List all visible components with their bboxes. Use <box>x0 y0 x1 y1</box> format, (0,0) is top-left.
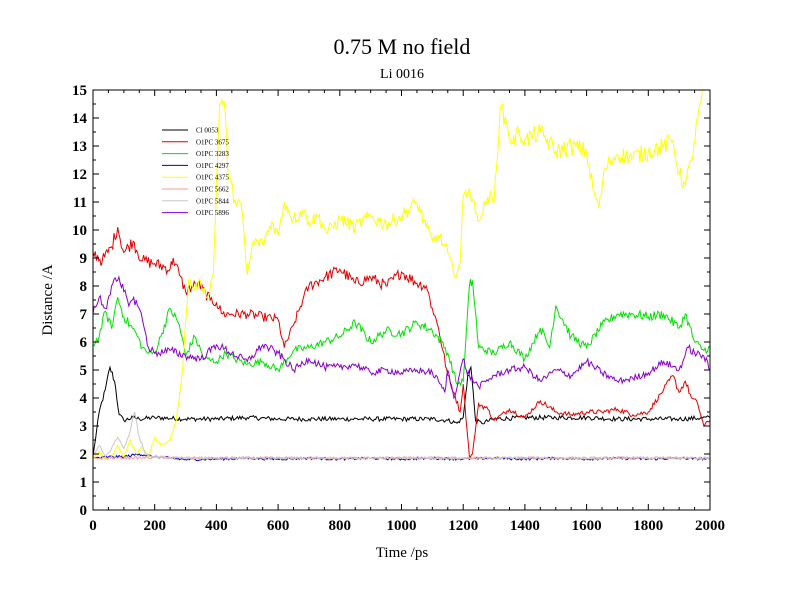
y-tick-label: 2 <box>80 447 88 463</box>
legend-label: O1PC 5844 <box>196 197 229 205</box>
legend-label: O1PC 3675 <box>196 138 229 146</box>
x-tick-label: 1400 <box>510 518 540 534</box>
y-tick-label: 3 <box>80 419 88 435</box>
y-axis-label: Distance /A <box>40 264 56 335</box>
legend-label: O1PC 4297 <box>196 162 229 170</box>
series-line-6 <box>93 411 710 461</box>
y-tick-label: 7 <box>80 307 88 323</box>
x-tick-label: 200 <box>143 518 166 534</box>
x-tick-label: 1200 <box>448 518 478 534</box>
x-axis-label: Time /ps <box>376 545 429 561</box>
series-layer <box>93 90 710 462</box>
y-tick-label: 8 <box>80 279 88 295</box>
y-tick-label: 13 <box>72 139 87 155</box>
y-tick-label: 12 <box>72 167 87 183</box>
series-line-2 <box>93 279 710 387</box>
y-tick-label: 0 <box>80 503 88 519</box>
series-line-1 <box>93 227 710 458</box>
x-tick-label: 600 <box>267 518 290 534</box>
series-line-4 <box>93 90 707 461</box>
x-tick-label: 800 <box>329 518 352 534</box>
y-tick-label: 5 <box>80 363 88 379</box>
y-tick-label: 10 <box>72 223 87 239</box>
x-tick-label: 2000 <box>695 518 725 534</box>
x-tick-label: 1000 <box>387 518 417 534</box>
y-tick-label: 6 <box>80 335 88 351</box>
legend-label: O1PC 5662 <box>196 186 229 194</box>
legend-label: O1PC 4375 <box>196 174 229 182</box>
ticks-layer: 0 200 400 600 800 1000 1200 1400 1600 1800 2000012… <box>72 83 725 534</box>
x-tick-label: 1600 <box>572 518 602 534</box>
y-tick-label: 15 <box>72 83 87 99</box>
y-tick-label: 1 <box>80 475 88 491</box>
series-line-0 <box>93 365 710 457</box>
chart-subtitle: Li 0016 <box>380 67 424 82</box>
series-line-7 <box>93 275 710 400</box>
legend-label: Cl 0053 <box>196 127 219 135</box>
y-tick-label: 4 <box>80 391 88 407</box>
legend-label: O1PC 5896 <box>196 209 229 217</box>
plot-frame <box>92 89 711 511</box>
legend-label: O1PC 3283 <box>196 150 229 158</box>
y-tick-label: 14 <box>72 111 88 127</box>
y-tick-label: 11 <box>73 195 87 211</box>
chart-title: 0.75 M no field <box>334 34 471 59</box>
x-tick-label: 1800 <box>633 518 663 534</box>
y-tick-label: 9 <box>80 251 88 267</box>
x-tick-label: 400 <box>205 518 228 534</box>
legend: Cl 0053 O1PC 3675 O1PC 3283 O1PC 4297 O1PC 4… <box>162 127 229 217</box>
x-tick-label: 0 <box>89 518 97 534</box>
